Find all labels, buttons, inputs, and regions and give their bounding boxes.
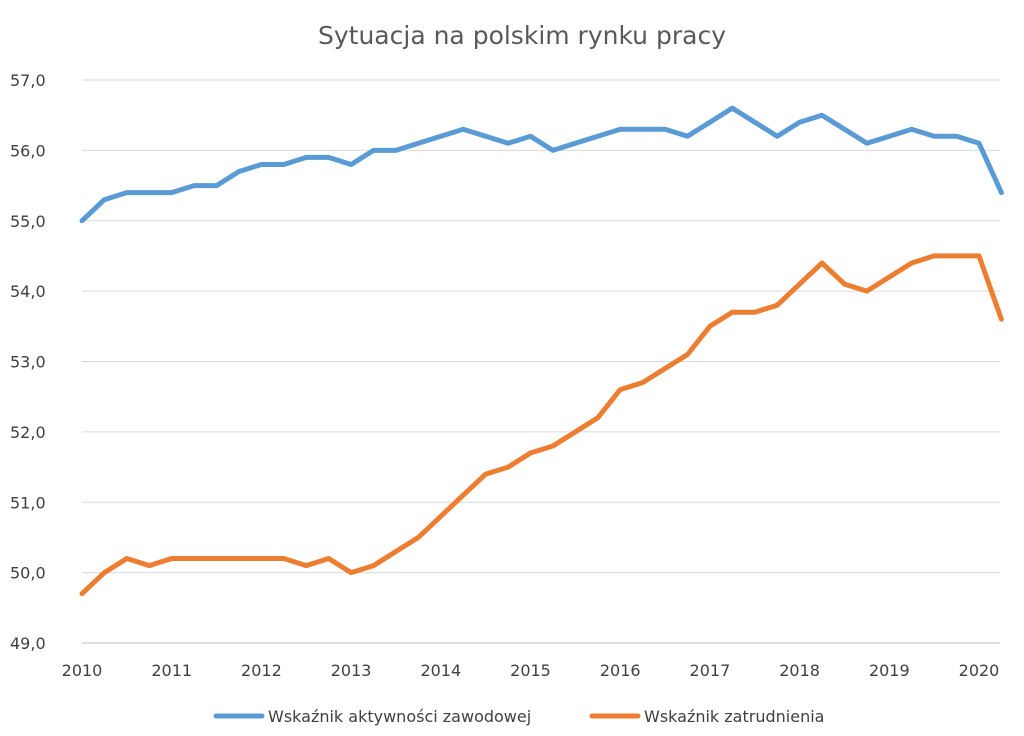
series-lines	[79, 105, 1004, 597]
x-tick-label: 2011	[151, 661, 192, 680]
y-tick-label: 57,0	[10, 71, 46, 90]
y-axis-ticks: 49,0 50,0 51,0 52,0 53,0 54,0 55,0 56,0 57,0	[10, 71, 46, 653]
x-tick-label: 2017	[690, 661, 731, 680]
series-line-employment	[79, 253, 1004, 597]
series-line-activity	[79, 105, 1004, 224]
x-tick-label: 2015	[510, 661, 551, 680]
y-tick-label: 51,0	[10, 493, 46, 512]
x-tick-label: 2020	[959, 661, 1000, 680]
legend-label-activity: Wskaźnik aktywności zawodowej	[268, 707, 531, 726]
x-tick-label: 2013	[331, 661, 372, 680]
y-tick-label: 52,0	[10, 423, 46, 442]
y-tick-label: 50,0	[10, 564, 46, 583]
legend-label-employment: Wskaźnik zatrudnienia	[644, 707, 824, 726]
x-tick-label: 2016	[600, 661, 641, 680]
y-tick-label: 53,0	[10, 353, 46, 372]
x-tick-label: 2010	[62, 661, 103, 680]
y-tick-label: 56,0	[10, 141, 46, 160]
grid	[82, 79, 1000, 644]
x-tick-label: 2012	[241, 661, 282, 680]
y-tick-label: 49,0	[10, 634, 46, 653]
legend: Wskaźnik aktywności zawodowej Wskaźnik z…	[213, 707, 824, 726]
x-axis-ticks: 2010 2011 2012 2013 2014 2015 2016 2017 2018 2019…	[62, 661, 1000, 680]
chart-title: Sytuacja na polskim rynku pracy	[318, 21, 726, 50]
y-tick-label: 55,0	[10, 212, 46, 231]
y-tick-label: 54,0	[10, 282, 46, 301]
x-tick-label: 2014	[420, 661, 461, 680]
x-tick-label: 2019	[869, 661, 910, 680]
x-tick-label: 2018	[779, 661, 820, 680]
